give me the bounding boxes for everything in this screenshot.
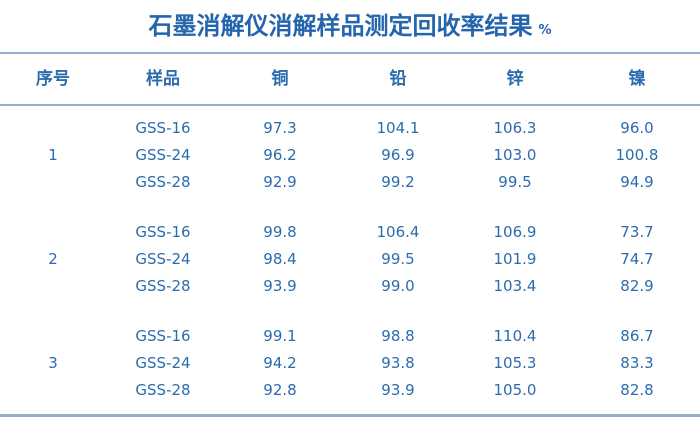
value-cell: 105.3 [493,354,537,372]
table-bottom-rule [0,414,700,417]
value-cell: 99.5 [381,250,415,268]
table-header-row: 序号 样品 铜 铅 锌 镍 [0,54,700,104]
sample-group-3: 3 GSS-16 99.1 98.8 110.4 86.7 GSS-24 94.… [0,323,700,404]
value-cell: 98.4 [263,250,297,268]
value-cell: 97.3 [263,119,297,137]
sample-cell: GSS-28 [135,173,191,191]
value-cell: 86.7 [620,327,654,345]
value-cell: 74.7 [620,250,654,268]
title-unit: % [538,23,552,38]
value-cell: 104.1 [376,119,420,137]
value-cell: 93.8 [381,354,415,372]
value-cell: 103.0 [493,146,537,164]
value-cell: 106.9 [493,223,537,241]
value-cell: 83.3 [620,354,654,372]
sample-cell: GSS-16 [135,119,191,137]
value-cell: 96.9 [381,146,415,164]
value-cell: 92.9 [263,173,297,191]
column-header-nickel: 镍 [628,69,646,89]
page-title: 石墨消解仪消解样品测定回收率结果% [0,0,700,52]
sample-cell: GSS-24 [135,250,191,268]
group-index: 1 [48,146,58,164]
value-cell: 101.9 [493,250,537,268]
title-text: 石墨消解仪消解样品测定回收率结果 [148,12,533,40]
group-index: 2 [48,250,58,268]
table-top-rule [0,52,700,54]
group-index: 3 [48,354,58,372]
value-cell: 82.8 [620,381,654,399]
value-cell: 99.5 [498,173,532,191]
value-cell: 110.4 [493,327,537,345]
value-cell: 98.8 [381,327,415,345]
value-cell: 94.9 [620,173,654,191]
value-cell: 99.2 [381,173,415,191]
table-body: 1 GSS-16 97.3 104.1 106.3 96.0 GSS-24 96… [0,106,700,414]
value-cell: 105.0 [493,381,537,399]
value-cell: 103.4 [493,277,537,295]
value-cell: 73.7 [620,223,654,241]
sample-cell: GSS-16 [135,327,191,345]
sample-cell: GSS-16 [135,223,191,241]
value-cell: 106.4 [376,223,420,241]
table-header-rule [0,104,700,106]
value-cell: 106.3 [493,119,537,137]
column-header-zinc: 锌 [506,69,524,89]
sample-cell: GSS-24 [135,354,191,372]
value-cell: 99.8 [263,223,297,241]
value-cell: 94.2 [263,354,297,372]
value-cell: 100.8 [615,146,659,164]
column-header-copper: 铜 [271,69,289,89]
value-cell: 93.9 [381,381,415,399]
value-cell: 82.9 [620,277,654,295]
value-cell: 92.8 [263,381,297,399]
column-header-sample: 样品 [146,69,180,89]
value-cell: 99.0 [381,277,415,295]
sample-cell: GSS-28 [135,277,191,295]
sample-cell: GSS-28 [135,381,191,399]
sample-cell: GSS-24 [135,146,191,164]
column-header-index: 序号 [36,69,70,89]
column-header-lead: 铅 [389,69,407,89]
sample-group-2: 2 GSS-16 99.8 106.4 106.9 73.7 GSS-24 98… [0,219,700,300]
sample-group-1: 1 GSS-16 97.3 104.1 106.3 96.0 GSS-24 96… [0,115,700,196]
value-cell: 96.2 [263,146,297,164]
value-cell: 99.1 [263,327,297,345]
value-cell: 93.9 [263,277,297,295]
value-cell: 96.0 [620,119,654,137]
